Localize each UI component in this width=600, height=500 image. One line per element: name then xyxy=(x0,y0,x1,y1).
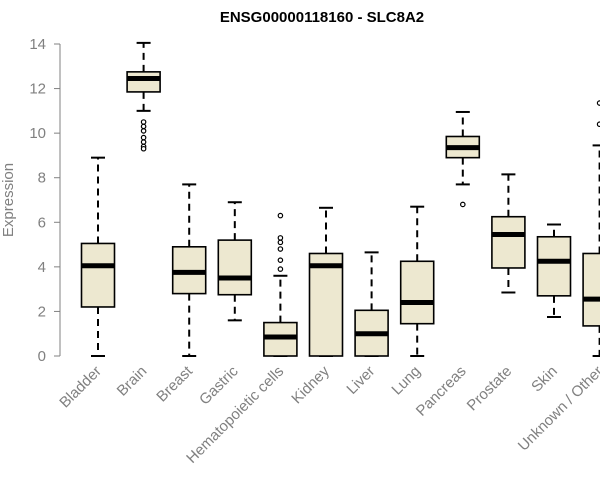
iqr-box xyxy=(399,260,435,325)
y-axis-label: Expression xyxy=(0,163,17,237)
outlier-point xyxy=(277,246,284,252)
box-lung xyxy=(399,205,435,357)
box-kidney xyxy=(308,206,344,357)
iqr-box xyxy=(308,252,344,357)
iqr-box xyxy=(80,242,116,308)
box-liver xyxy=(354,251,389,357)
box-bladder xyxy=(80,156,116,357)
boxes xyxy=(80,41,600,357)
iqr-box xyxy=(126,71,161,93)
outlier-point xyxy=(140,145,147,152)
box-unknown-other xyxy=(582,100,600,357)
x-tick-label: Bladder xyxy=(56,363,105,412)
outlier-point xyxy=(140,128,147,134)
x-tick-label: Gastric xyxy=(196,362,242,408)
x-tick-label: Breast xyxy=(153,362,196,405)
iqr-box xyxy=(217,239,253,296)
outlier-point xyxy=(277,235,284,241)
y-tick-label: 14 xyxy=(29,36,46,53)
box-gastric xyxy=(217,201,253,322)
y-tick-label: 2 xyxy=(38,303,46,320)
x-tick-label: Liver xyxy=(343,363,378,398)
y-tick-label: 10 xyxy=(29,125,46,142)
x-tick-label: Lung xyxy=(388,363,424,399)
outlier-point xyxy=(277,212,284,219)
outlier-point xyxy=(277,257,284,263)
iqr-box xyxy=(582,252,600,327)
x-tick-label: Brain xyxy=(114,363,151,400)
y-tick-label: 12 xyxy=(29,81,46,98)
box-prostate xyxy=(491,173,526,294)
x-tick-label: Skin xyxy=(528,363,561,396)
outlier-point xyxy=(140,139,147,145)
outlier-point xyxy=(140,134,147,141)
iqr-box xyxy=(491,215,526,269)
y-tick-label: 8 xyxy=(38,170,46,187)
outlier-point xyxy=(140,123,147,130)
x-tick-label: Pancreas xyxy=(413,363,470,420)
outlier-point xyxy=(277,266,284,272)
box-brain xyxy=(126,41,161,152)
box-skin xyxy=(536,223,572,318)
y-axis: 0 2 4 6 8 10 12 14 xyxy=(29,36,61,365)
y-tick-label: 6 xyxy=(38,214,46,231)
outlier-point xyxy=(140,119,147,125)
box-hematopoietic-cells xyxy=(263,212,298,357)
outlier-point xyxy=(277,239,284,246)
y-tick-label: 4 xyxy=(38,259,46,276)
x-tick-label: Prostate xyxy=(464,363,516,415)
x-tick-label: Kidney xyxy=(288,362,333,407)
chart-title: ENSG00000118160 - SLC8A2 xyxy=(220,9,424,26)
iqr-box xyxy=(536,235,572,297)
y-tick-label: 0 xyxy=(38,348,46,365)
outlier-point xyxy=(459,201,466,208)
box-pancreas xyxy=(445,110,481,208)
box-breast xyxy=(171,183,207,357)
